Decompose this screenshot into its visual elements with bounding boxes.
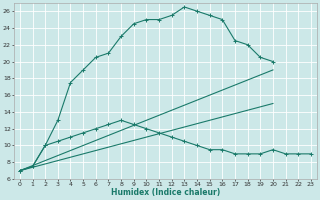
X-axis label: Humidex (Indice chaleur): Humidex (Indice chaleur) <box>111 188 220 197</box>
